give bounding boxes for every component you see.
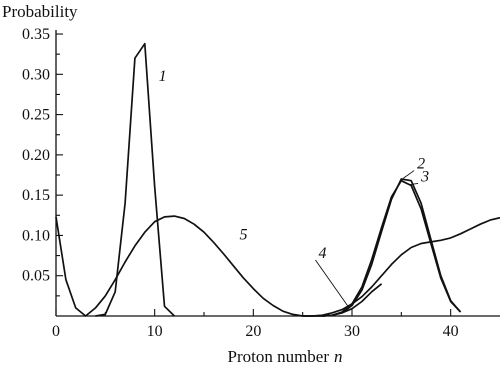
y-tick-label: 0.05 (22, 268, 50, 285)
x-tick-label: 10 (147, 323, 163, 340)
x-tick-label: 40 (443, 323, 459, 340)
y-tick-label: 0.10 (22, 227, 50, 244)
x-tick-label: 30 (344, 323, 360, 340)
curve-1 (95, 42, 175, 317)
curve-label-3: 3 (420, 168, 429, 185)
y-axis-title: Probability (2, 2, 78, 21)
curve-5 (55, 215, 383, 317)
curves (55, 42, 500, 317)
curve-label-4: 4 (318, 245, 326, 262)
x-tick-label: 20 (245, 323, 261, 340)
y-tick-label: 0.25 (22, 107, 50, 124)
curve-label-5: 5 (240, 226, 248, 243)
x-axis-title: Proton number n (227, 347, 342, 366)
curve-label-2: 2 (417, 156, 425, 173)
axes: 0.05 0.10 0.15 0.20 0.25 0.30 0.35 0 10 20 30 40 (22, 26, 500, 340)
curve-3 (322, 179, 462, 317)
x-tick-label: 0 (52, 323, 60, 340)
x-axis-title-variable: n (334, 347, 343, 366)
leader-line-4 (315, 259, 349, 307)
y-tick-label: 0.15 (22, 187, 50, 204)
y-tick-label: 0.35 (22, 26, 50, 43)
leader-line-2 (403, 170, 415, 179)
x-axis-title-text: Proton number (227, 347, 329, 366)
curve-label-1: 1 (159, 68, 167, 85)
y-tick-label: 0.30 (22, 66, 50, 83)
leader-line-3 (409, 183, 419, 186)
y-tick-label: 0.20 (22, 147, 50, 164)
curve-4 (302, 216, 500, 317)
